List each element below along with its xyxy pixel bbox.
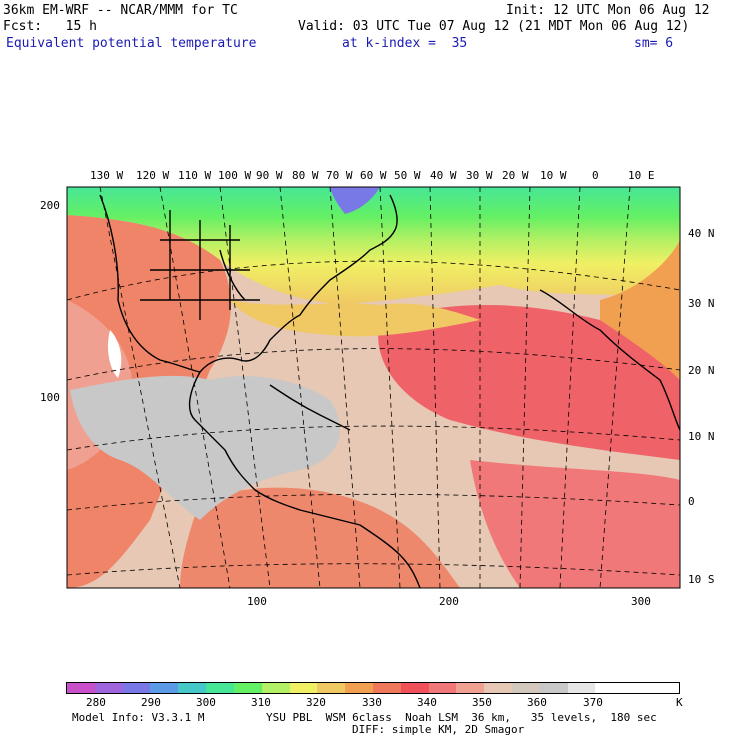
colorbar-label: 310 [251,696,271,709]
lat-label: 40 N [688,227,715,240]
grid-x-label: 200 [439,595,459,608]
field-shading [67,187,680,588]
colorbar-swatch [595,683,624,693]
colorbar-swatch [150,683,179,693]
colorbar-label: 300 [196,696,216,709]
colorbar-label: 280 [86,696,106,709]
colorbar-label: 330 [362,696,382,709]
colorbar-swatch [567,683,596,693]
lon-label: 0 [592,169,599,182]
colorbar-swatch [623,683,652,693]
colorbar-swatch [233,683,262,693]
colorbar-label: 370 [583,696,603,709]
lon-label: 40 W [430,169,457,182]
colorbar-swatch [94,683,123,693]
lon-label: 90 W [256,169,283,182]
colorbar-swatch [317,683,346,693]
lon-label: 20 W [502,169,529,182]
lat-label: 30 N [688,297,715,310]
coastlines [99,194,680,588]
lon-label: 130 W [90,169,124,182]
cold-pocket [330,187,380,214]
colorbar-swatch [456,683,485,693]
grid-x-label: 100 [247,595,267,608]
forecast-hour: Fcst: 15 h [3,19,97,34]
colorbar-unit: K [676,696,683,709]
diffusion-info: DIFF: simple KM, 2D Smagor [352,723,525,736]
valid-time: Valid: 03 UTC Tue 07 Aug 12 (21 MDT Mon … [298,19,690,34]
lat-label: 0 [688,495,695,508]
init-time: Init: 12 UTC Mon 06 Aug 12 [506,3,710,18]
model-title: 36km EM-WRF -- NCAR/MMM for TC [3,3,238,18]
colorbar-swatch [67,683,95,693]
lon-label: 100 W [218,169,252,182]
lon-label: 110 W [178,169,212,182]
lat-label: 20 N [688,364,715,377]
grid-y-label: 100 [40,391,60,404]
lat-label: 10 S [688,573,715,586]
colorbar-swatch [428,683,457,693]
colorbar-swatch [484,683,512,693]
grid-x-label: 300 [631,595,651,608]
colorbar [66,682,680,694]
colorbar-swatch [345,683,373,693]
colorbar-swatch [289,683,318,693]
field-name: Equivalent potential temperature [6,36,257,51]
physics-info: YSU PBL WSM 6class Noah LSM 36 km, 35 le… [266,711,657,724]
graticule [67,187,680,588]
colorbar-swatch [400,683,429,693]
colorbar-swatch [261,683,290,693]
colorbar-swatch [651,683,679,693]
lon-label: 30 W [466,169,493,182]
colorbar-swatch [122,683,151,693]
colorbar-label: 350 [472,696,492,709]
lon-label: 10 E [628,169,655,182]
lon-label: 80 W [292,169,319,182]
lon-label: 60 W [360,169,387,182]
colorbar-swatch [178,683,207,693]
map-frame [66,186,681,589]
colorbar-swatch [372,683,401,693]
model-info: Model Info: V3.3.1 M [72,711,205,724]
colorbar-swatch [539,683,568,693]
lon-label: 50 W [394,169,421,182]
lon-label: 10 W [540,169,567,182]
colorbar-label: 290 [141,696,161,709]
colorbar-label: 340 [417,696,437,709]
grid-y-label: 200 [40,199,60,212]
colorbar-label: 320 [306,696,326,709]
map-panel [66,186,681,589]
level-label: at k-index = 35 [342,36,468,51]
colorbar-label: 360 [527,696,547,709]
colorbar-swatch [512,683,540,693]
colorbar-swatch [206,683,234,693]
lat-label: 10 N [688,430,715,443]
lon-label: 120 W [136,169,170,182]
lon-label: 70 W [326,169,353,182]
smoothing-label: sm= 6 [634,36,674,51]
